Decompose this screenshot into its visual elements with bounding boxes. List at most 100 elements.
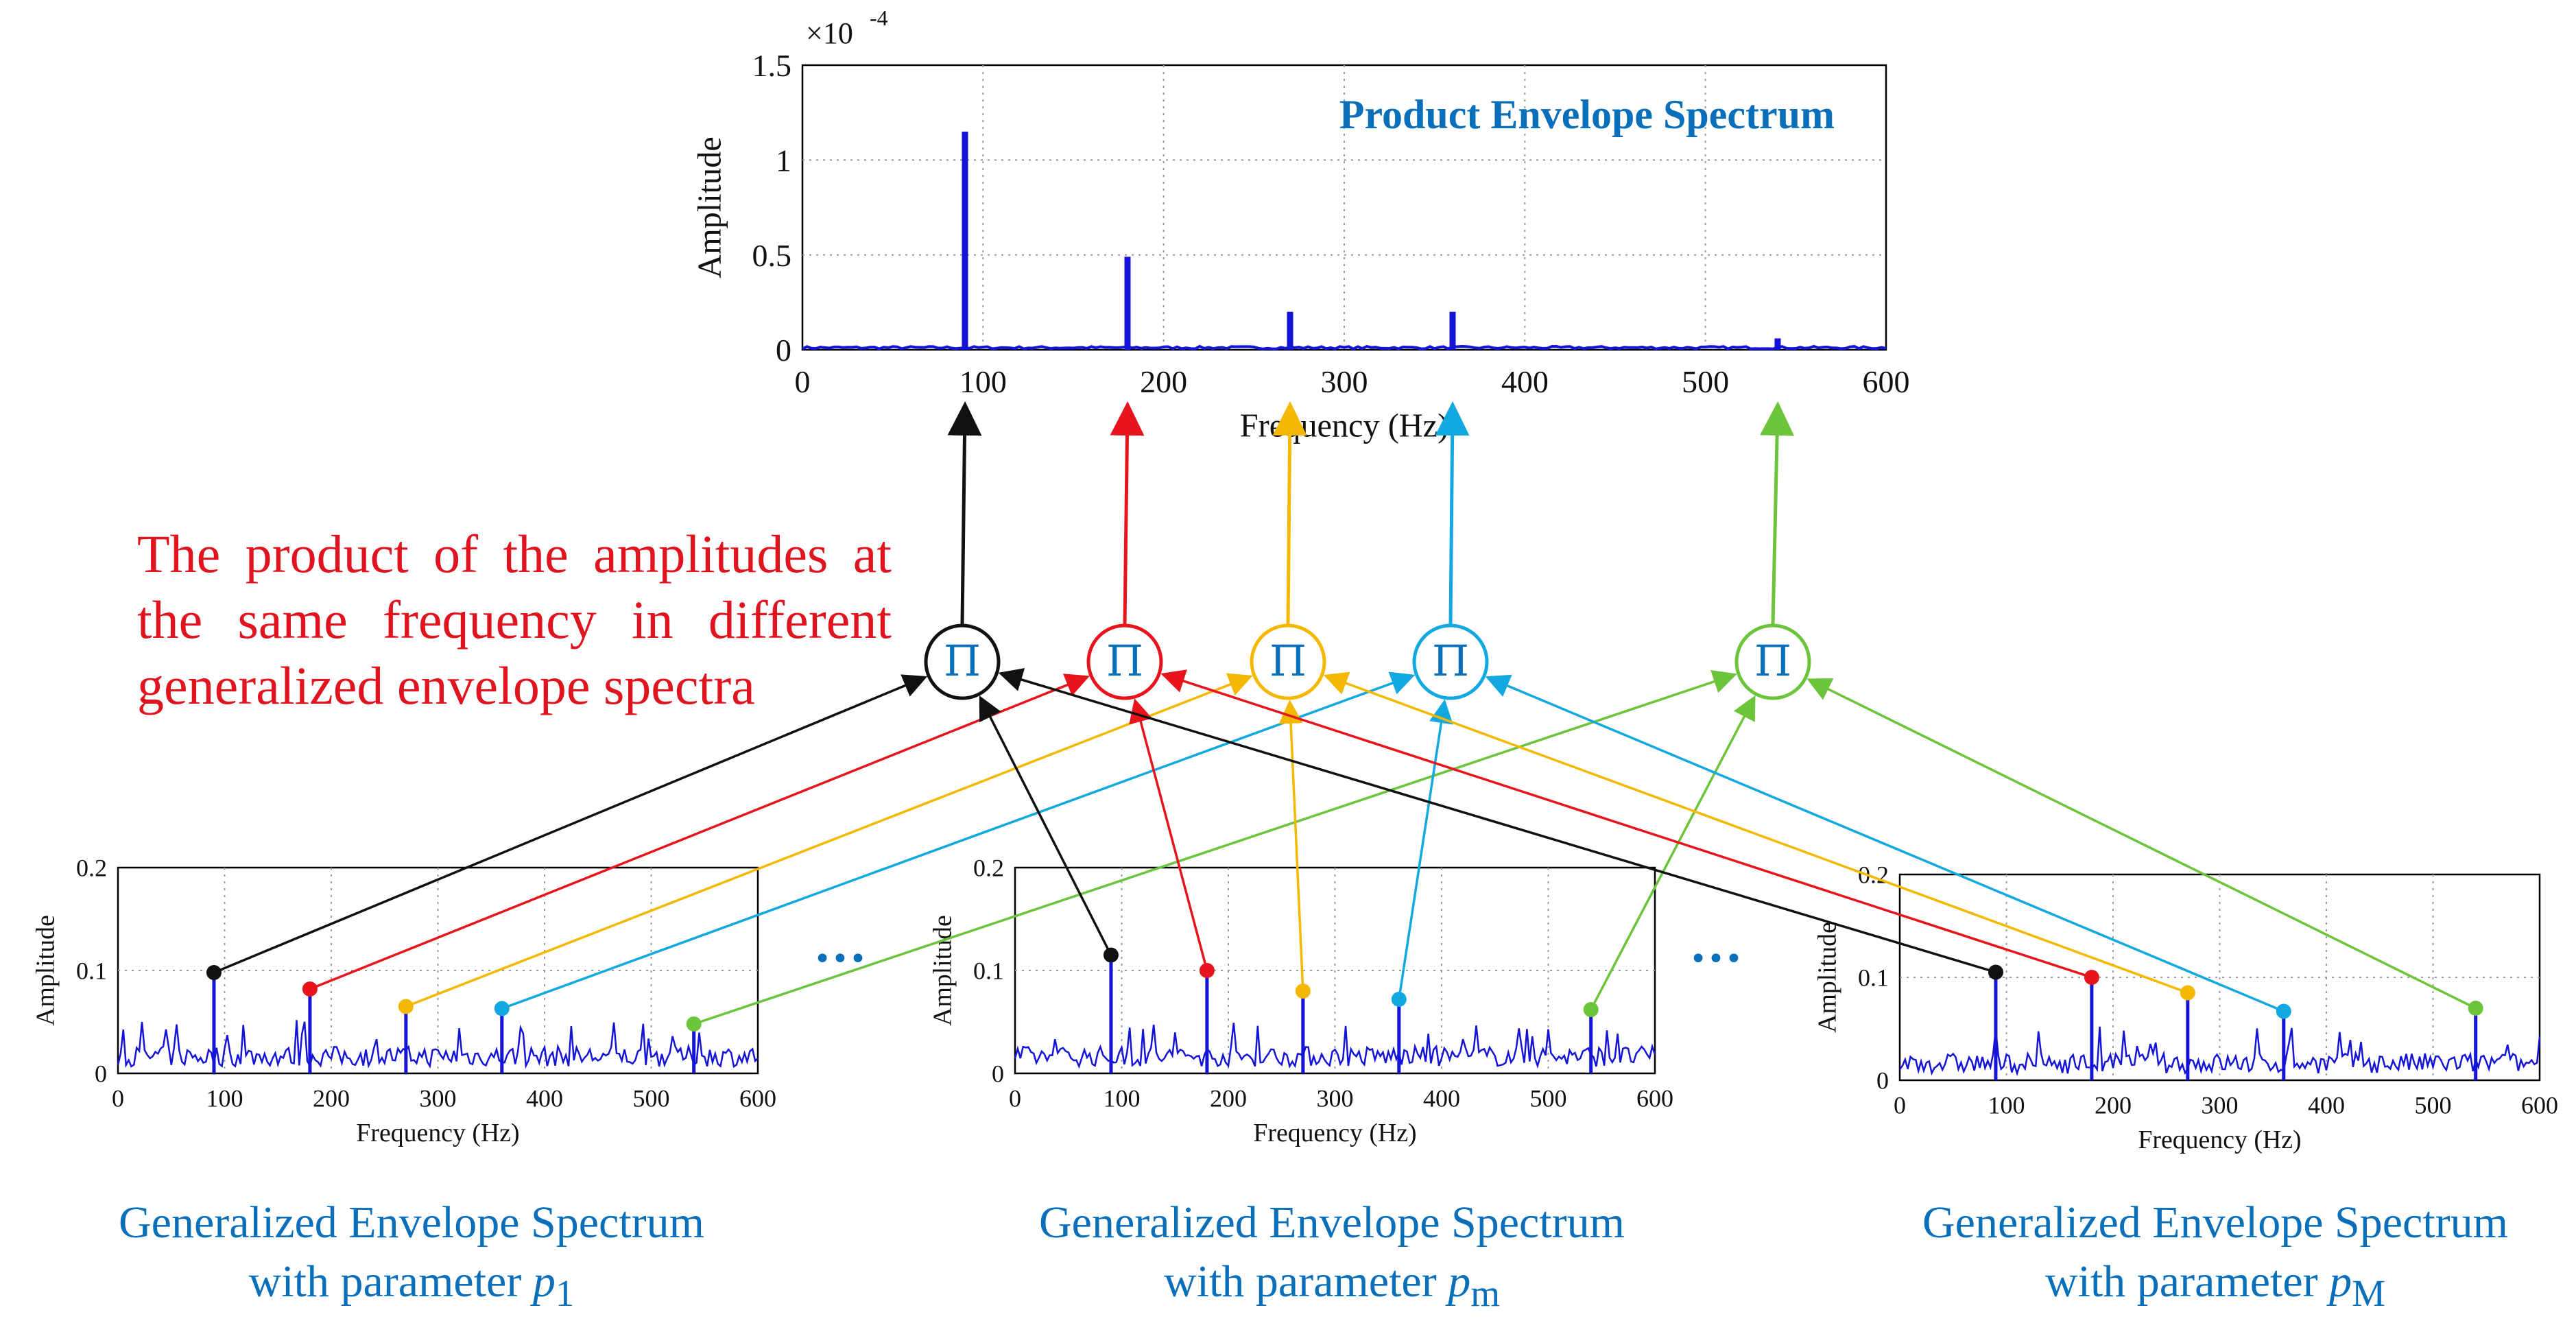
connector-p1-cyan <box>501 671 1416 1010</box>
caption-pm: Generalized Envelope Spectrum with param… <box>989 1193 1675 1323</box>
peak-marker-cyan <box>2276 1003 2291 1019</box>
connector-pM-cyan <box>1485 674 2285 1013</box>
y-tick-label: 0.1 <box>76 957 107 985</box>
y-tick-label: 0 <box>776 333 791 368</box>
caption-pM: Generalized Envelope Spectrum with param… <box>1872 1193 2558 1323</box>
x-tick-label: 300 <box>1321 364 1368 399</box>
caption-pM-line1: Generalized Envelope Spectrum <box>1922 1198 2508 1248</box>
caption-pm-line2: with parameter pm <box>1164 1256 1500 1315</box>
x-tick-label: 0 <box>795 364 811 399</box>
product-node-yellow <box>1250 623 1326 700</box>
chart-p1: 0 100 200 300 400 500 600 0 0.1 0.2 Frequency (Hz)… <box>31 855 776 1147</box>
connector-pm-cyan <box>1398 699 1453 1000</box>
peak-marker-green <box>1583 1002 1599 1017</box>
x-tick-label: 200 <box>2095 1092 2132 1119</box>
peak-marker-cyan <box>494 1001 510 1016</box>
connector-pm-red <box>1129 698 1208 971</box>
connector-pM-yellow <box>1323 671 2189 994</box>
x-tick-label: 100 <box>959 364 1007 399</box>
connector-p1-yellow <box>405 673 1253 1008</box>
x-tick-label: 100 <box>1104 1085 1141 1112</box>
product-symbol-cyan: Π <box>1432 636 1469 686</box>
connector-p1-red <box>309 674 1090 990</box>
x-axis-label: Frequency (Hz) <box>356 1119 519 1147</box>
x-tick-label: 600 <box>739 1085 776 1112</box>
up-arrow-red <box>1110 401 1145 625</box>
x-tick-label: 100 <box>206 1085 243 1112</box>
x-tick-label: 300 <box>1317 1085 1354 1112</box>
y-tick-label: 0.2 <box>1858 861 1889 889</box>
x-axis-label: Frequency (Hz) <box>1253 1119 1416 1147</box>
connector-p1-green <box>693 670 1737 1025</box>
x-tick-label: 200 <box>1140 364 1187 399</box>
peak-marker-black <box>1103 947 1119 963</box>
up-arrow-cyan <box>1435 401 1470 625</box>
caption-pm-param: p <box>1448 1256 1471 1307</box>
spectrum-noise-line <box>1014 1023 1656 1069</box>
x-tick-label: 0 <box>112 1085 124 1112</box>
x-tick-label: 600 <box>1636 1085 1673 1112</box>
caption-p1-line1: Generalized Envelope Spectrum <box>119 1198 704 1248</box>
ellipsis-dots: ••• <box>813 942 867 977</box>
y-tick-label: 0.2 <box>973 855 1004 882</box>
plot-frame <box>801 64 1887 351</box>
product-node-green <box>1734 623 1811 700</box>
y-tick-label: 1.5 <box>752 48 792 83</box>
product-symbol-red: Π <box>1106 636 1143 686</box>
connector-pM-red <box>1160 669 2092 979</box>
y-tick-label: 1 <box>776 143 791 178</box>
x-tick-label: 600 <box>1863 364 1910 399</box>
product-symbol-yellow: Π <box>1269 636 1307 686</box>
caption-pm-line1: Generalized Envelope Spectrum <box>1039 1198 1625 1248</box>
ellipsis-dots: ••• <box>1689 942 1743 977</box>
x-tick-label: 300 <box>2202 1092 2239 1119</box>
x-tick-label: 100 <box>1988 1092 2025 1119</box>
chart-title: Product Envelope Spectrum <box>1339 92 1835 137</box>
connector-pM-green <box>1806 678 2477 1010</box>
x-tick-label: 200 <box>1210 1085 1247 1112</box>
y-exponent-label: ×10 <box>806 16 853 50</box>
x-tick-label: 0 <box>1894 1092 1906 1119</box>
x-tick-label: 500 <box>1682 364 1729 399</box>
y-tick-label: 0.5 <box>752 238 792 273</box>
connector-pM-black <box>998 668 1996 974</box>
caption-pM-param: p <box>2329 1256 2352 1307</box>
peak-marker-cyan <box>1391 992 1407 1007</box>
caption-p1-sub: 1 <box>555 1272 575 1315</box>
y-axis-label: Amplitude <box>691 136 728 278</box>
product-node-cyan <box>1412 623 1489 700</box>
x-tick-label: 500 <box>633 1085 670 1112</box>
y-axis-label: Amplitude <box>928 915 957 1026</box>
y-axis-label: Amplitude <box>31 915 60 1026</box>
caption-p1: Generalized Envelope Spectrum with param… <box>69 1193 754 1323</box>
caption-p1-line2: with parameter p1 <box>248 1256 575 1315</box>
x-tick-label: 500 <box>1530 1085 1567 1112</box>
caption-pm-sub: m <box>1470 1272 1500 1315</box>
product-symbol-black: Π <box>944 636 981 686</box>
peak-marker-yellow <box>398 999 414 1014</box>
x-axis-label: Frequency (Hz) <box>1240 408 1448 444</box>
x-tick-label: 300 <box>420 1085 457 1112</box>
x-tick-label: 600 <box>2521 1092 2558 1119</box>
x-tick-label: 0 <box>1009 1085 1021 1112</box>
x-tick-label: 200 <box>313 1085 350 1112</box>
charts-layer: 0 100 200 300 400 500 600 0 0.5 1 1.5 Frequency (Hz… <box>31 5 2558 1154</box>
product-node-red <box>1086 623 1163 700</box>
connector-pm-black <box>979 695 1112 956</box>
chart-pM: 0 100 200 300 400 500 600 0 0.1 0.2 Frequency (Hz)… <box>1813 861 2558 1154</box>
y-tick-label: 0.2 <box>76 855 107 882</box>
spectrum-noise-line <box>117 1020 759 1069</box>
product-node-black <box>924 623 1001 700</box>
x-tick-label: 500 <box>2415 1092 2452 1119</box>
product-annotation: The product of the amplitudes at the sam… <box>137 524 892 715</box>
peak-marker-yellow <box>2180 985 2195 1001</box>
y-tick-label: 0.1 <box>973 957 1004 985</box>
peak-marker-green <box>686 1016 702 1032</box>
peak-marker-yellow <box>1295 984 1311 999</box>
spectrum-noise-line <box>1898 1026 2541 1077</box>
chart-pm: 0 100 200 300 400 500 600 0 0.1 0.2 Frequency (Hz)… <box>928 855 1673 1147</box>
connector-p1-black <box>213 674 928 974</box>
y-axis-label: Amplitude <box>1813 922 1841 1033</box>
caption-pM-line2: with parameter pM <box>2044 1256 2386 1315</box>
